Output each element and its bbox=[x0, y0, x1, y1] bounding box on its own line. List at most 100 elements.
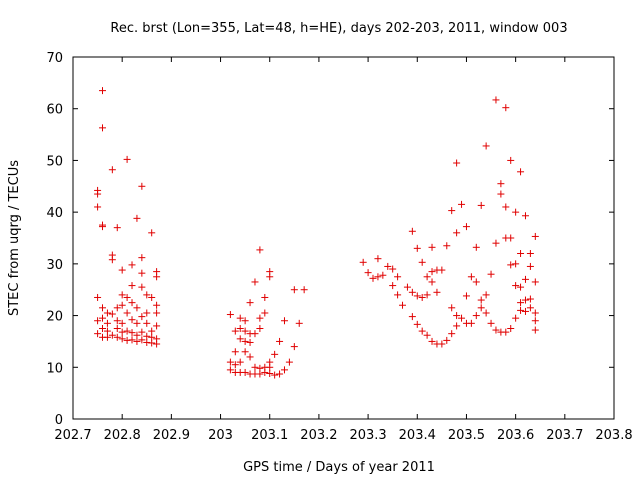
data-point bbox=[231, 327, 239, 335]
data-point bbox=[231, 348, 239, 356]
data-point bbox=[241, 337, 249, 345]
data-point bbox=[241, 368, 249, 376]
data-point bbox=[531, 278, 539, 286]
data-point bbox=[133, 319, 141, 327]
y-tick-label: 10 bbox=[46, 361, 63, 376]
data-point bbox=[118, 335, 126, 343]
data-point bbox=[359, 258, 367, 266]
data-point bbox=[364, 269, 372, 277]
data-point bbox=[271, 371, 279, 379]
data-point bbox=[472, 278, 480, 286]
y-tick-label: 20 bbox=[46, 310, 63, 325]
data-point bbox=[502, 203, 510, 211]
data-point bbox=[399, 301, 407, 309]
data-point bbox=[226, 366, 234, 374]
data-point bbox=[256, 364, 264, 372]
data-point bbox=[531, 317, 539, 325]
data-point bbox=[113, 333, 121, 341]
data-point bbox=[94, 293, 102, 301]
data-point bbox=[103, 327, 111, 335]
data-point bbox=[153, 309, 161, 317]
data-point bbox=[241, 327, 249, 335]
data-point bbox=[153, 335, 161, 343]
data-point bbox=[133, 331, 141, 339]
data-point bbox=[138, 336, 146, 344]
data-point bbox=[256, 325, 264, 332]
data-point bbox=[138, 283, 146, 291]
data-point bbox=[472, 243, 480, 251]
data-point bbox=[251, 278, 259, 286]
y-tick-label: 60 bbox=[46, 103, 63, 118]
x-axis-label: GPS time / Days of year 2011 bbox=[243, 460, 435, 475]
data-point bbox=[448, 304, 456, 312]
data-point bbox=[482, 309, 490, 317]
data-point bbox=[266, 268, 274, 276]
data-point bbox=[113, 224, 121, 232]
data-point bbox=[462, 292, 470, 300]
data-point bbox=[487, 270, 495, 278]
data-point bbox=[453, 159, 461, 167]
data-point bbox=[256, 314, 264, 322]
x-tick-label: 202.9 bbox=[153, 428, 190, 443]
data-point bbox=[138, 313, 146, 321]
data-point bbox=[423, 273, 431, 281]
data-points bbox=[94, 87, 539, 379]
y-tick-label: 70 bbox=[46, 51, 63, 66]
data-point bbox=[118, 266, 126, 274]
data-point bbox=[492, 239, 500, 247]
data-point bbox=[477, 296, 485, 304]
data-point bbox=[418, 258, 426, 266]
data-point bbox=[128, 316, 136, 324]
data-point bbox=[517, 283, 525, 291]
data-point bbox=[379, 271, 387, 279]
data-point bbox=[482, 291, 490, 299]
chart-title: Rec. brst (Lon=355, Lat=48, h=HE), days … bbox=[110, 21, 567, 36]
data-point bbox=[433, 288, 441, 296]
data-point bbox=[521, 212, 529, 220]
data-point bbox=[458, 200, 466, 208]
x-tick-label: 203.5 bbox=[448, 428, 485, 443]
data-point bbox=[246, 353, 254, 361]
data-point bbox=[276, 370, 284, 378]
data-point bbox=[418, 327, 426, 335]
data-point bbox=[443, 336, 451, 344]
data-point bbox=[128, 261, 136, 269]
data-point bbox=[280, 317, 288, 325]
data-point bbox=[99, 314, 107, 322]
data-point bbox=[467, 273, 475, 281]
data-point bbox=[384, 262, 392, 270]
data-point bbox=[231, 361, 239, 369]
data-point bbox=[408, 288, 416, 296]
data-point bbox=[133, 214, 141, 222]
data-point bbox=[108, 310, 116, 318]
data-point bbox=[256, 246, 264, 254]
data-point bbox=[512, 260, 520, 268]
data-point bbox=[99, 304, 107, 312]
data-point bbox=[453, 229, 461, 237]
data-point bbox=[226, 311, 234, 319]
data-point bbox=[266, 369, 274, 377]
x-tick-label: 202.8 bbox=[104, 428, 141, 443]
data-point bbox=[94, 317, 102, 325]
data-point bbox=[113, 317, 121, 325]
data-point bbox=[241, 348, 249, 356]
data-point bbox=[428, 278, 436, 286]
data-point bbox=[148, 229, 156, 237]
data-point bbox=[487, 319, 495, 327]
data-point bbox=[118, 301, 126, 309]
data-point bbox=[507, 156, 515, 164]
data-point bbox=[453, 312, 461, 320]
data-point bbox=[123, 327, 131, 335]
data-point bbox=[280, 366, 288, 374]
data-point bbox=[99, 325, 107, 332]
data-point bbox=[512, 282, 520, 290]
data-point bbox=[138, 182, 146, 190]
data-point bbox=[438, 266, 446, 274]
data-point bbox=[531, 309, 539, 317]
data-point bbox=[389, 265, 397, 273]
data-point bbox=[99, 124, 107, 132]
data-point bbox=[453, 322, 461, 330]
data-point bbox=[118, 291, 126, 299]
data-point bbox=[413, 244, 421, 252]
